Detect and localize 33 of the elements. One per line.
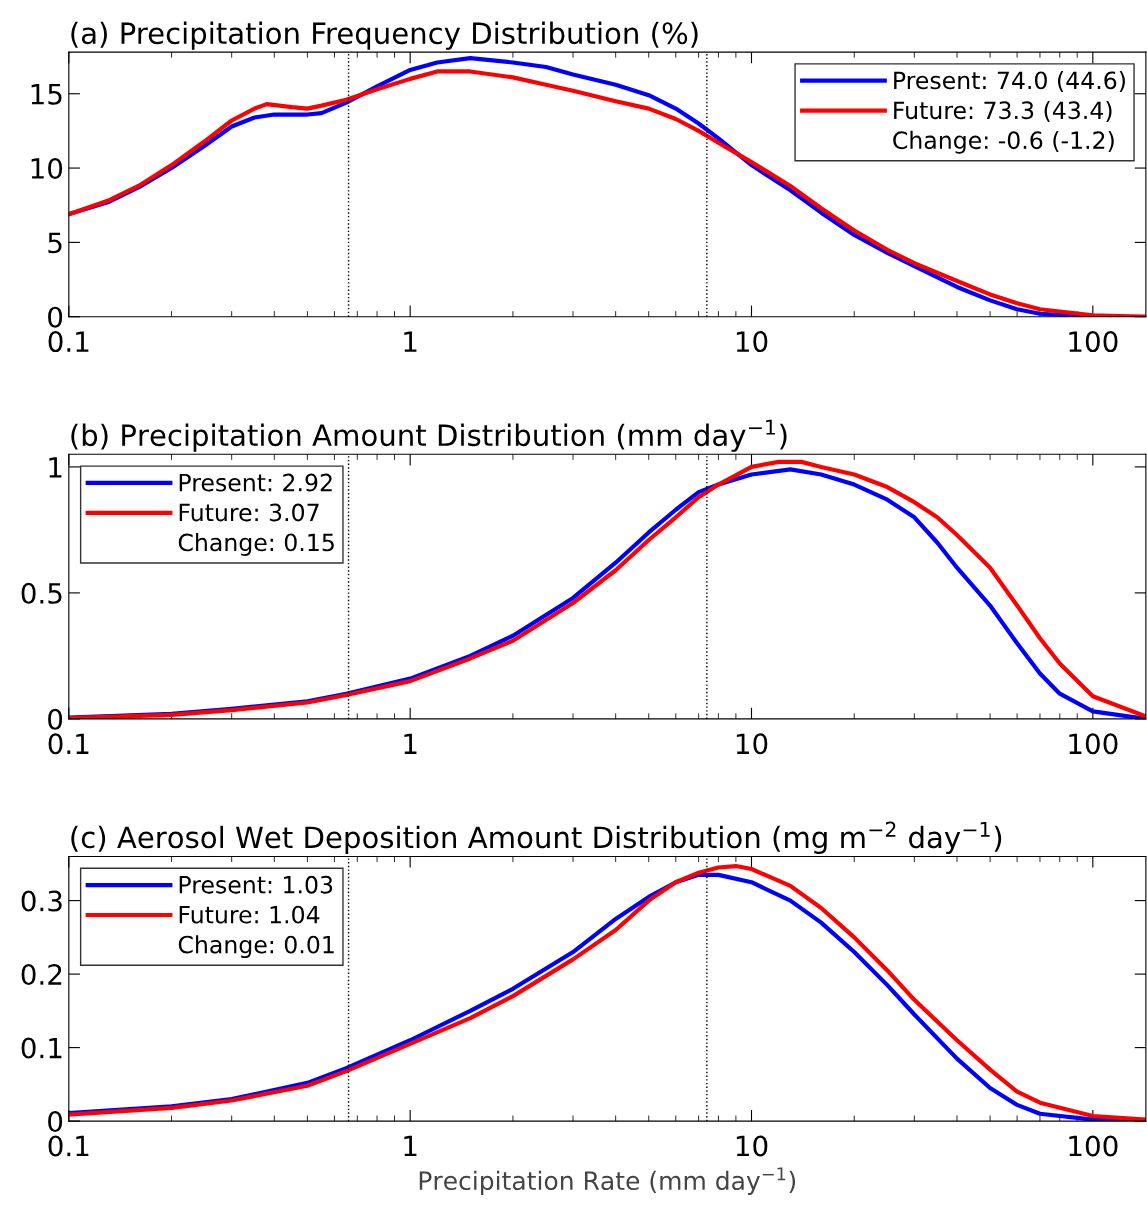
chart-title: (b) Precipitation Amount Distribution (mm day$^{−1}$): [71, 419, 787, 452]
chart-title: (c) Aerosol Wet Deposition Amount Distribution (mg m$^{−2}$ day$^{−1}$): [71, 821, 1002, 855]
legend-label: Future: 3.07: [179, 503, 319, 522]
legend-label: Future: 1.04: [179, 905, 320, 924]
x-tick-label: 100: [1069, 331, 1118, 353]
y-tick-label: 0.1: [21, 1037, 62, 1059]
x-tick-label: 10: [736, 733, 768, 755]
annotation: Change: 0.15: [178, 533, 334, 556]
x-tick-label: 10: [736, 331, 768, 353]
x-tick-label: 1: [404, 1135, 417, 1157]
y-tick-label: 1: [49, 457, 62, 478]
annotation: Change: 0.01: [178, 935, 334, 959]
y-tick-label: 0.5: [21, 582, 62, 604]
chart-title: (a) Precipitation Frequency Distribution (%): [71, 21, 698, 50]
annotation: Change: -0.6 (-1.2): [893, 130, 1114, 154]
y-tick-label: 0: [48, 708, 63, 730]
x-tick-label: 10: [736, 1135, 768, 1157]
legend-label: Present: 74.0 (44.6): [894, 71, 1125, 93]
y-tick-label: 0.3: [21, 890, 62, 912]
x-tick-label: 100: [1069, 733, 1118, 755]
y-tick-label: 0.2: [21, 964, 62, 986]
x-tick-label: 1: [404, 331, 417, 352]
y-tick-label: 15: [31, 84, 62, 105]
y-tick-label: 0: [48, 306, 63, 328]
legend-label: Present: 2.92: [179, 473, 332, 492]
x-tick-label: 1: [404, 733, 417, 754]
legend-label: Present: 1.03: [179, 875, 333, 894]
y-tick-label: 5: [48, 232, 62, 254]
y-tick-label: 0: [48, 1111, 63, 1133]
y-tick-label: 10: [31, 158, 63, 180]
x-tick-label: 100: [1069, 1135, 1118, 1157]
x-axis-title: Precipitation Rate (mm day$^{−1}$): [419, 1167, 796, 1195]
legend-label: Future: 73.3 (43.4): [894, 100, 1112, 122]
